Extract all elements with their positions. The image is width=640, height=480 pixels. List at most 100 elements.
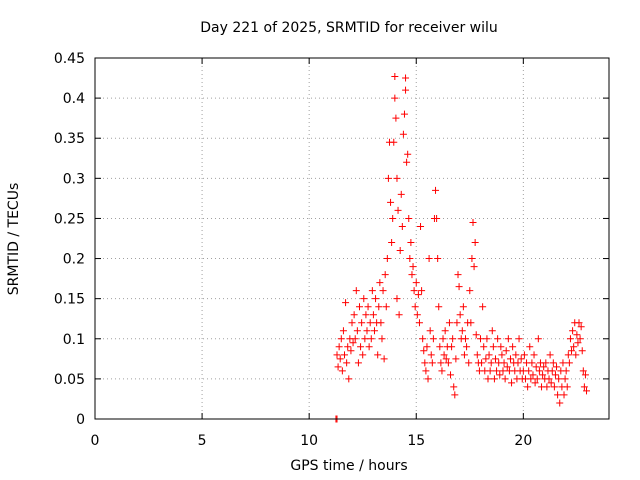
data-point — [355, 303, 363, 311]
data-point — [463, 343, 471, 351]
data-point — [445, 319, 453, 327]
data-point — [452, 355, 460, 363]
data-point — [415, 319, 423, 327]
y-tick-labels: 0 0.05 0.1 0.15 0.2 0.25 0.3 0.35 0.4 0.45 — [54, 51, 85, 428]
y-tick-label: 0.35 — [54, 131, 85, 147]
data-point — [438, 367, 446, 375]
data-point — [576, 335, 584, 343]
data-point — [479, 303, 487, 311]
data-point — [520, 351, 528, 359]
data-point — [488, 327, 496, 335]
data-point — [482, 355, 490, 363]
x-tick-label: 0 — [91, 433, 100, 449]
data-point — [508, 379, 516, 387]
y-tick-label: 0.45 — [54, 51, 85, 67]
data-point — [404, 150, 412, 158]
data-point — [487, 359, 495, 367]
data-point — [368, 287, 376, 295]
data-point — [455, 283, 463, 291]
data-point — [575, 319, 583, 327]
data-point — [440, 351, 448, 359]
data-point — [433, 214, 441, 222]
data-point — [532, 363, 540, 371]
y-axis-label: SRMTID / TECUs — [6, 183, 22, 296]
data-point — [545, 375, 553, 383]
data-point — [441, 327, 449, 335]
data-point — [360, 295, 368, 303]
data-point — [486, 367, 494, 375]
data-point — [573, 331, 581, 339]
data-point — [413, 311, 421, 319]
data-point — [352, 287, 360, 295]
data-point — [549, 359, 557, 367]
data-point — [543, 383, 551, 391]
data-point — [483, 335, 491, 343]
data-point — [503, 363, 511, 371]
data-point — [432, 186, 440, 194]
data-point — [583, 387, 591, 395]
data-point — [442, 355, 450, 363]
data-point — [542, 359, 550, 367]
data-point — [467, 319, 475, 327]
data-point — [382, 303, 390, 311]
data-point — [369, 311, 377, 319]
data-point — [547, 379, 555, 387]
data-point — [428, 359, 436, 367]
data-point — [435, 303, 443, 311]
data-point — [333, 351, 341, 359]
data-point — [566, 335, 574, 343]
x-tick-label: 20 — [514, 433, 532, 449]
data-point — [494, 335, 502, 343]
data-point — [469, 218, 477, 226]
data-point — [471, 239, 479, 247]
data-point — [361, 335, 369, 343]
data-point — [429, 335, 437, 343]
data-point — [436, 343, 444, 351]
data-point — [335, 343, 343, 351]
data-point — [524, 383, 532, 391]
data-point — [353, 327, 361, 335]
data-point — [501, 375, 509, 383]
data-point — [380, 355, 388, 363]
data-point — [470, 263, 478, 271]
data-point — [499, 367, 507, 375]
data-point — [574, 339, 582, 347]
data-point — [407, 239, 415, 247]
data-point — [421, 359, 429, 367]
data-point — [448, 343, 456, 351]
data-point — [535, 367, 543, 375]
data-point — [580, 383, 588, 391]
data-point — [376, 279, 384, 287]
x-tick-labels: 0 5 10 15 20 — [91, 433, 533, 449]
data-point — [548, 367, 556, 375]
data-point — [485, 351, 493, 359]
data-point — [477, 335, 484, 343]
data-point — [444, 359, 452, 367]
data-point — [579, 367, 587, 375]
data-point — [531, 379, 539, 387]
data-point — [375, 303, 383, 311]
data-point — [347, 347, 355, 355]
data-point — [540, 363, 548, 371]
data-point — [379, 287, 387, 295]
data-point — [534, 335, 542, 343]
data-point — [553, 363, 561, 371]
data-point — [387, 198, 395, 206]
data-point — [560, 391, 568, 399]
data-point — [559, 359, 567, 367]
data-point — [372, 295, 380, 303]
data-point — [339, 327, 347, 335]
data-point — [539, 371, 547, 379]
data-point — [496, 371, 504, 379]
data-point — [489, 343, 497, 351]
data-point — [453, 319, 461, 327]
data-point — [344, 343, 352, 351]
data-point — [525, 367, 533, 375]
data-point — [472, 331, 480, 339]
y-tick-label: 0.4 — [63, 91, 85, 107]
y-tick-label: 0.2 — [63, 252, 85, 268]
data-point — [392, 114, 400, 122]
data-point — [466, 287, 474, 295]
data-point — [569, 327, 577, 335]
data-point — [424, 375, 432, 383]
